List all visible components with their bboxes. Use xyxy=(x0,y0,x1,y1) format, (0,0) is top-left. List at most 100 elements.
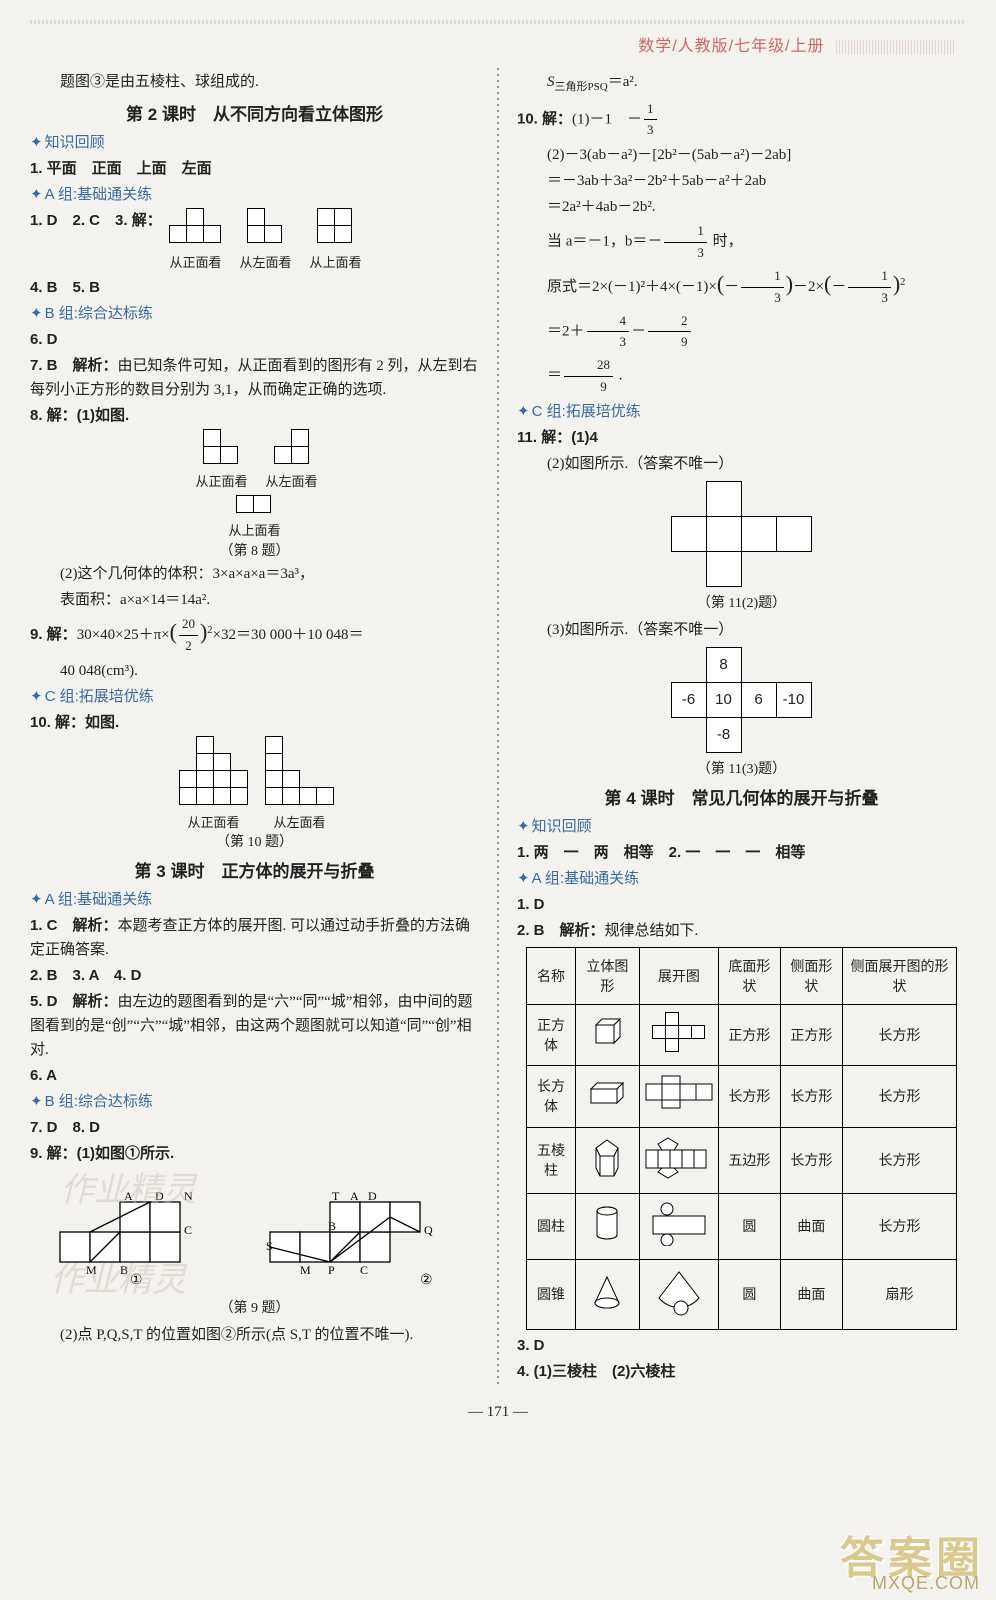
svg-text:P: P xyxy=(328,1263,335,1277)
lesson-4-title: 第 4 课时 常见几何体的展开与折叠 xyxy=(517,784,966,809)
svg-text:T: T xyxy=(332,1189,340,1203)
r-q11-3: (3)如图所示.（答案不唯一） xyxy=(517,618,966,642)
svg-text:C: C xyxy=(184,1223,192,1237)
page-header: 数学/人教版/七年级/上册 xyxy=(30,24,966,68)
q10: 10. 解：如图. xyxy=(30,711,479,735)
svg-text:B: B xyxy=(120,1263,128,1277)
svg-text:A: A xyxy=(124,1189,133,1203)
svg-text:D: D xyxy=(368,1189,377,1203)
r-q3: 3. D xyxy=(517,1334,966,1358)
left-column: 题图③是由五棱柱、球组成的. 第 2 课时 从不同方向看立体图形 知识回顾 1.… xyxy=(30,68,479,1386)
columns: 题图③是由五棱柱、球组成的. 第 2 课时 从不同方向看立体图形 知识回顾 1.… xyxy=(30,68,966,1386)
right-column: S三角形PSQ＝a². 10. 解：(1)－1 －13 (2)－3(ab－a²)… xyxy=(517,68,966,1386)
r-q10-when: 当 a＝－1，b＝－13 时， xyxy=(517,221,966,264)
svg-text:Q: Q xyxy=(424,1223,433,1237)
fig8-caption: （第 8 题） xyxy=(30,540,479,560)
svg-text:M: M xyxy=(86,1263,97,1277)
fig-11-2: （第 11(2)题） xyxy=(517,482,966,612)
l3-q78: 7. D 8. D xyxy=(30,1116,479,1140)
r-q10: 10. 解：(1)－1 －13 xyxy=(517,99,966,142)
cuboid-icon xyxy=(587,1079,627,1109)
table-header-row: 名称 立体图形 展开图 底面形状 侧面形状 侧面展开图的形状 xyxy=(526,947,956,1004)
l3-q1: 1. C 解析：本题考查正方体的展开图. 可以通过动手折叠的方法确定正确答案. xyxy=(30,914,479,962)
svg-text:S: S xyxy=(266,1239,273,1253)
r-q11-1: 11. 解：(1)4 xyxy=(517,426,966,450)
section-groupB: B 组:综合达标练 xyxy=(30,302,479,326)
section-groupA: A 组:基础通关练 xyxy=(30,183,479,207)
q8-figure: 从正面看 从左面看 从上面看 （第 8 题） xyxy=(30,430,479,560)
groupA-q123: 1. D 2. C 3. 解： 从正面看 从左面看 从上面看 xyxy=(30,209,479,274)
r-q10-l1: (2)－3(ab－a²)－[2b²－(5ab－a²)－2ab] xyxy=(517,143,966,167)
l3-q6: 6. A xyxy=(30,1064,479,1088)
cone-icon xyxy=(593,1273,621,1311)
q45: 4. B 5. B xyxy=(30,276,479,300)
l3-q9-2: (2)点 P,Q,S,T 的位置如图②所示(点 S,T 的位置不唯一). xyxy=(30,1323,479,1347)
r-q1: 1. D xyxy=(517,893,966,917)
s-psq: S三角形PSQ＝a². xyxy=(517,70,966,97)
cylinder-icon xyxy=(593,1205,621,1243)
three-views-icon: 从正面看 从左面看 从上面看 xyxy=(169,209,361,274)
q123-label: 1. D 2. C 3. 解： xyxy=(30,212,162,229)
q9-figure: 作业精灵 作业精灵 A D C M B N ① xyxy=(30,1172,479,1317)
svg-text:M: M xyxy=(300,1263,311,1277)
r-q2: 2. B 解析：规律总结如下. xyxy=(517,919,966,943)
q9-ans: 40 048(cm³). xyxy=(30,659,479,683)
r-q10-e2: ＝2＋43－29 xyxy=(517,311,966,354)
cone-net-icon xyxy=(651,1268,707,1316)
svg-text:B: B xyxy=(328,1219,336,1233)
lesson-2-title: 第 2 课时 从不同方向看立体图形 xyxy=(30,100,479,125)
header-pattern xyxy=(836,40,956,54)
table-row: 五棱柱 五边形 长方形 长方形 xyxy=(526,1127,956,1193)
cube-icon xyxy=(590,1015,624,1049)
l3-groupA: A 组:基础通关练 xyxy=(30,888,479,912)
q8-vol: (2)这个几何体的体积：3×a×a×a＝3a³， xyxy=(30,562,479,586)
page-number: — 171 — xyxy=(30,1404,966,1421)
fig10-caption: （第 10 题） xyxy=(30,831,479,851)
l3-q234: 2. B 3. A 4. D xyxy=(30,964,479,988)
l3-q5: 5. D 解析：由左边的题图看到的是“六”“同”“城”相邻，由中间的题图看到的是… xyxy=(30,990,479,1062)
table-row: 圆柱 圆 曲面 长方形 xyxy=(526,1193,956,1259)
q10-figure: 从正面看 从左面看 （第 10 题） xyxy=(30,737,479,851)
column-separator xyxy=(497,68,499,1386)
svg-text:A: A xyxy=(350,1189,359,1203)
l3-groupB: B 组:综合达标练 xyxy=(30,1090,479,1114)
svg-text:①: ① xyxy=(130,1273,143,1288)
l3-q9h: 9. 解：(1)如图①所示. xyxy=(30,1142,479,1166)
q1: 1. 平面 正面 上面 左面 xyxy=(30,157,479,181)
r-q10-e3: ＝289 . xyxy=(517,355,966,398)
table-row: 圆锥 圆 曲面 扇形 xyxy=(526,1259,956,1329)
shapes-table: 名称 立体图形 展开图 底面形状 侧面形状 侧面展开图的形状 正方体 正方形 正… xyxy=(526,947,957,1330)
svg-text:C: C xyxy=(360,1263,368,1277)
lesson-3-title: 第 3 课时 正方体的展开与折叠 xyxy=(30,857,479,882)
svg-text:②: ② xyxy=(420,1273,433,1288)
intro-line: 题图③是由五棱柱、球组成的. xyxy=(30,70,479,94)
table-row: 正方体 正方形 正方形 长方形 xyxy=(526,1004,956,1065)
header-text: 数学/人教版/七年级/上册 xyxy=(638,38,824,55)
r-q10-expr: 原式＝2×(－1)²＋4×(－1)×(－13)－2×(－13)2 xyxy=(517,266,966,309)
r-zs: 知识回顾 xyxy=(517,815,966,839)
cuboid-net-icon xyxy=(644,1074,714,1114)
pentaprism-icon xyxy=(592,1138,622,1178)
svg-text:D: D xyxy=(155,1189,164,1203)
q9: 9. 解：30×40×25＋π×(202)2×32＝30 000＋10 048＝ xyxy=(30,614,479,657)
top-border xyxy=(30,20,966,24)
q8-area: 表面积：a×a×14＝14a². xyxy=(30,588,479,612)
q7: 7. B 解析：由已知条件可知，从正面看到的图形有 2 列，从左到右每列小正方形… xyxy=(30,354,479,402)
r-q11-2: (2)如图所示.（答案不唯一） xyxy=(517,452,966,476)
r-k1: 1. 两 一 两 相等 2. 一 一 一 相等 xyxy=(517,841,966,865)
q9-svg-icon: A D C M B N ① S P Q T A D M xyxy=(40,1172,470,1292)
r-q10-l3: ＝2a²＋4ab－2b². xyxy=(517,195,966,219)
section-groupC: C 组:拓展培优练 xyxy=(30,685,479,709)
q6: 6. D xyxy=(30,328,479,352)
pentaprism-net-icon xyxy=(644,1136,714,1180)
section-zhishi: 知识回顾 xyxy=(30,131,479,155)
r-groupA: A 组:基础通关练 xyxy=(517,867,966,891)
svg-text:N: N xyxy=(184,1189,193,1203)
r-groupC: C 组:拓展培优练 xyxy=(517,400,966,424)
q8-head: 8. 解：(1)如图. xyxy=(30,404,479,428)
r-q4: 4. (1)三棱柱 (2)六棱柱 xyxy=(517,1360,966,1384)
watermark-url: MXQE.COM xyxy=(872,1573,980,1594)
cylinder-net-icon xyxy=(647,1202,711,1246)
fig-11-3: 8 -6106-10 -8 （第 11(3)题） xyxy=(517,648,966,778)
table-row: 长方体 长方形 长方形 长方形 xyxy=(526,1065,956,1127)
